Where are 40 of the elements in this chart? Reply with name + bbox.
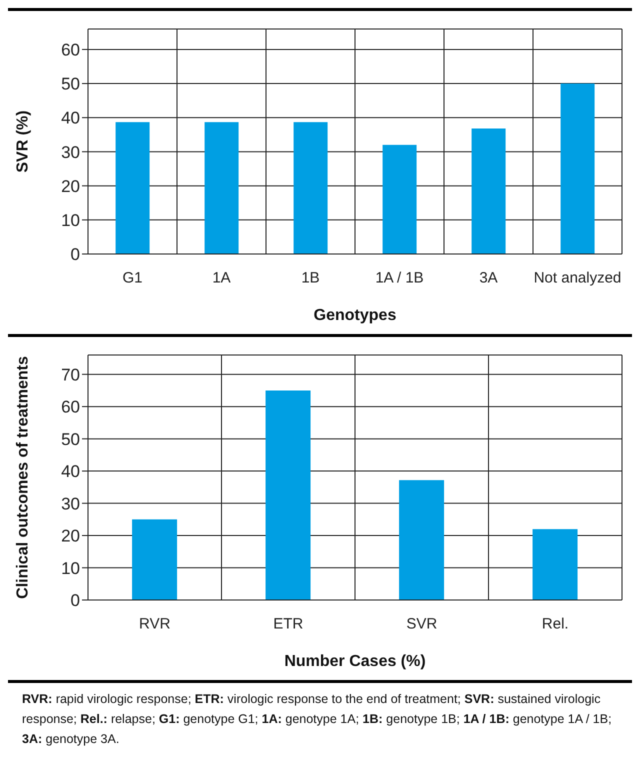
x-tick-label: ETR	[273, 616, 304, 633]
x-axis-title: Genotypes	[314, 307, 396, 324]
x-tick-label: 1A	[212, 270, 231, 287]
x-tick-label: G1	[122, 270, 143, 287]
y-tick-label: 0	[70, 591, 80, 610]
y-tick-label: 70	[61, 365, 80, 384]
bar	[204, 122, 239, 254]
y-tick-label: 20	[61, 526, 80, 546]
y-tick-label: 50	[61, 74, 80, 94]
y-tick-label: 60	[61, 40, 80, 60]
y-tick-label: 0	[70, 245, 80, 264]
y-tick-label: 30	[61, 142, 80, 162]
y-axis-title: SVR (%)	[14, 110, 32, 173]
bar	[294, 122, 328, 254]
y-axis-title: Clinical outcomes of treatments	[14, 356, 32, 599]
x-tick-label: 3A	[479, 270, 498, 287]
y-tick-label: 20	[61, 176, 80, 196]
x-tick-label: Not analyzed	[534, 270, 622, 287]
bar	[472, 128, 506, 254]
bar	[399, 480, 444, 600]
y-tick-label: 30	[61, 494, 80, 514]
x-tick-label: 1A / 1B	[375, 270, 424, 287]
x-tick-label: SVR	[406, 616, 438, 633]
bar	[532, 529, 578, 600]
y-tick-label: 60	[61, 398, 80, 417]
y-tick-label: 40	[61, 462, 80, 482]
text: RVR: rapid virologic response; ETR: virologic response to the end of treatment; SVR: sustained virologic response; Rel.: relapse; G1: genotype G1; 1A: genotype 1A; 1B: genotype 1B; 1A / 1B: genotype 1A / 1B; 3A: genotype 3A.	[22, 692, 612, 746]
bar	[382, 144, 417, 254]
y-tick-label: 10	[61, 210, 80, 230]
bar	[266, 390, 311, 600]
bar	[132, 519, 178, 600]
y-tick-label: 50	[61, 430, 80, 449]
x-tick-label: 1B	[301, 270, 320, 287]
bar	[116, 122, 150, 254]
x-axis-title: Number Cases (%)	[284, 653, 426, 670]
x-tick-label: RVR	[139, 616, 171, 633]
y-tick-label: 10	[61, 558, 80, 578]
bar	[560, 84, 595, 254]
x-tick-label: Rel.	[542, 616, 569, 633]
y-tick-label: 40	[61, 108, 80, 128]
